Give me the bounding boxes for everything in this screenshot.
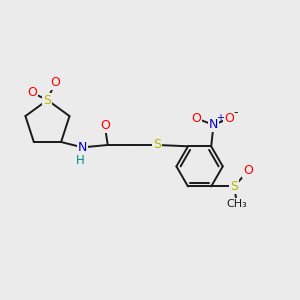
Text: N: N (78, 141, 87, 154)
Text: S: S (230, 180, 238, 193)
Text: O: O (27, 86, 37, 99)
Text: N: N (209, 118, 218, 131)
Text: O: O (50, 76, 60, 89)
Text: O: O (191, 112, 201, 125)
Text: +: + (216, 113, 224, 123)
Text: S: S (153, 139, 161, 152)
Text: S: S (44, 94, 52, 106)
Text: O: O (100, 119, 110, 132)
Text: O: O (224, 112, 234, 125)
Text: H: H (76, 154, 85, 167)
Text: O: O (243, 164, 253, 178)
Text: -: - (233, 106, 238, 119)
Text: CH₃: CH₃ (226, 199, 247, 209)
